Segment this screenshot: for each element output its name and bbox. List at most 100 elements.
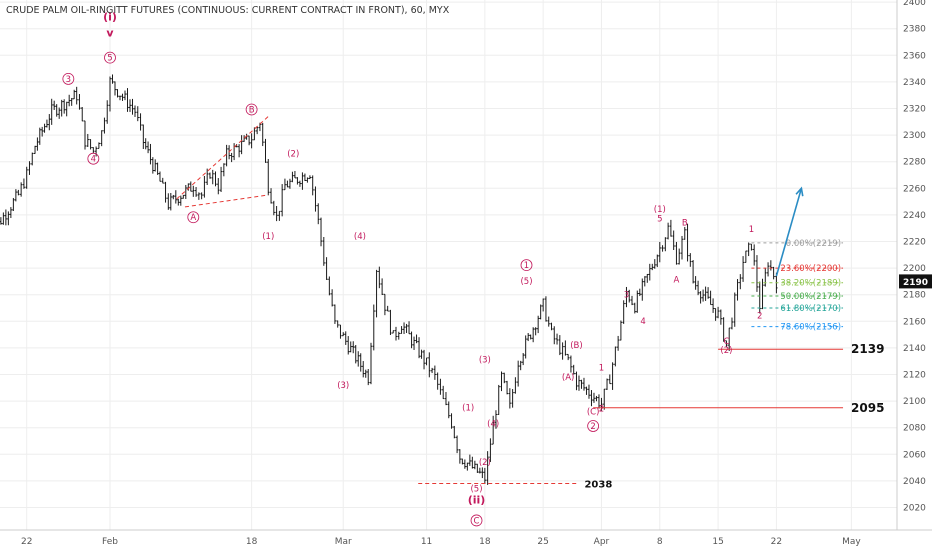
last-price-tag <box>899 274 932 289</box>
y-tick-label: 2040 <box>903 477 926 487</box>
wave-label: A <box>190 213 196 223</box>
wave-label: (5) <box>520 277 532 287</box>
x-tick-label: 22 <box>21 537 32 547</box>
wave-label: (ii) <box>468 494 486 507</box>
time-axis[interactable]: 22 Feb 18 Mar 11 18 25 Apr 8 15 22 May <box>0 529 932 547</box>
wave-label-circle <box>62 73 75 85</box>
wave-label: (1) <box>262 232 274 242</box>
wave-label: (i) <box>103 11 117 24</box>
support-line-label: 2095 <box>851 401 884 415</box>
wave-label-circle <box>587 420 600 432</box>
x-tick-label: 8 <box>657 537 663 547</box>
support-line-label: 2038 <box>584 480 612 491</box>
y-tick-label: 2160 <box>903 317 926 327</box>
fib-level-label: 23.60%(2200) <box>780 264 841 274</box>
elliott-wave-labels: (i) v 5 3 4 B A (2) (1) (4) (3) 1 (5) (3) (1) (4) (2) (5)… <box>62 11 762 527</box>
y-tick-label: 2180 <box>903 291 926 301</box>
wave-label-circle <box>104 51 116 64</box>
y-tick-label: 2120 <box>903 371 926 381</box>
wave-label: B <box>249 105 255 115</box>
wave-label-circle <box>470 514 483 527</box>
wave-label: (3) <box>479 356 491 366</box>
wave-label-circle <box>87 152 100 165</box>
y-tick-label: 2100 <box>903 397 926 407</box>
y-tick-label: 2140 <box>903 344 926 354</box>
x-tick-label: 18 <box>479 537 491 547</box>
price-axis[interactable]: 2020 2040 2060 2080 2100 2120 2140 2160 2180 2200… <box>896 0 932 530</box>
wave-label: 2 <box>590 422 595 432</box>
wave-label: C <box>474 516 480 526</box>
wave-label-circle <box>187 211 200 224</box>
triangle-lower-line <box>184 194 269 208</box>
wave-label: 1 <box>524 261 529 271</box>
wave-label: A <box>674 276 680 286</box>
y-tick-label: 2340 <box>903 78 926 88</box>
wave-label: (2) <box>287 149 299 159</box>
projection-arrow-head <box>795 186 804 197</box>
support-lines[interactable]: 2139 2095 2038 <box>418 342 884 491</box>
fib-level-label: 0.00%(2219) <box>786 239 841 249</box>
projection-arrow-shaft <box>775 188 803 277</box>
candlestick-series <box>0 74 778 485</box>
grid-lines <box>0 0 897 530</box>
wave-label: (2) <box>479 458 491 468</box>
y-tick-label: 2280 <box>903 158 926 168</box>
wave-label: (C) <box>587 407 600 417</box>
fib-level-label: 50.00%(2179) <box>780 292 841 302</box>
x-tick-label: Mar <box>335 537 352 547</box>
y-tick-label: 2360 <box>903 51 926 61</box>
wave-label-circle <box>520 259 533 272</box>
support-line-label: 2139 <box>851 342 884 356</box>
y-tick-label: 2260 <box>903 184 926 194</box>
wave-label: 1 <box>749 225 754 235</box>
wave-label: B <box>682 219 688 229</box>
wave-label: 1 <box>599 364 604 374</box>
wave-label: (2) <box>720 346 732 356</box>
wave-label: 4 <box>640 317 645 327</box>
projection-arrow[interactable] <box>775 186 804 277</box>
wave-label: (4) <box>487 419 499 429</box>
fib-level-label: 61.80%(2170) <box>780 304 841 314</box>
wave-label: v <box>106 27 114 40</box>
wave-label: 5 <box>657 215 662 225</box>
wave-label: C <box>723 337 729 347</box>
wave-label: 3 <box>66 75 71 85</box>
y-tick-label: 2080 <box>903 424 926 434</box>
y-tick-label: 2060 <box>903 450 926 460</box>
y-tick-label: 2320 <box>903 105 926 115</box>
x-tick-label: 25 <box>537 537 548 547</box>
x-tick-label: 22 <box>771 537 782 547</box>
wave-label: (1) <box>462 403 474 413</box>
wave-label: 2 <box>757 312 762 322</box>
wave-label-circle <box>245 103 258 116</box>
triangle-pattern <box>176 116 269 208</box>
fibonacci-retracement[interactable]: 0.00%(2219) 23.60%(2200) 38.20%(2189) 50.00… <box>751 239 844 333</box>
fib-level-label: 78.60%(2156) <box>780 323 841 333</box>
wave-label: 3 <box>624 290 629 300</box>
chart-title: CRUDE PALM OIL-RINGITT FUTURES (CONTINUO… <box>6 5 450 16</box>
wave-label: (3) <box>337 381 349 391</box>
y-tick-label: 2380 <box>903 25 926 35</box>
y-tick-label: 2200 <box>903 264 926 274</box>
x-tick-label: May <box>842 537 861 547</box>
x-tick-label: Feb <box>102 537 118 547</box>
last-price-label: 2190 <box>903 278 928 288</box>
x-tick-label: 11 <box>421 537 432 547</box>
wave-label: (1) <box>654 205 666 215</box>
y-tick-label: 2300 <box>903 131 926 141</box>
y-tick-label: 2020 <box>903 504 926 514</box>
x-tick-label: 15 <box>712 537 723 547</box>
wave-label: (A) <box>562 373 574 383</box>
y-tick-label: 2240 <box>903 211 926 221</box>
wave-label: 4 <box>91 155 96 165</box>
y-tick-label: 2400 <box>903 0 926 8</box>
x-tick-label: 18 <box>246 537 258 547</box>
x-tick-label: Apr <box>594 537 610 547</box>
wave-label: (B) <box>570 341 582 351</box>
wave-label: 2 <box>599 405 604 415</box>
wave-label: 5 <box>107 54 112 64</box>
wave-label: (4) <box>354 232 366 242</box>
wave-label: (5) <box>470 485 482 495</box>
fib-level-label: 38.20%(2189) <box>780 279 841 289</box>
